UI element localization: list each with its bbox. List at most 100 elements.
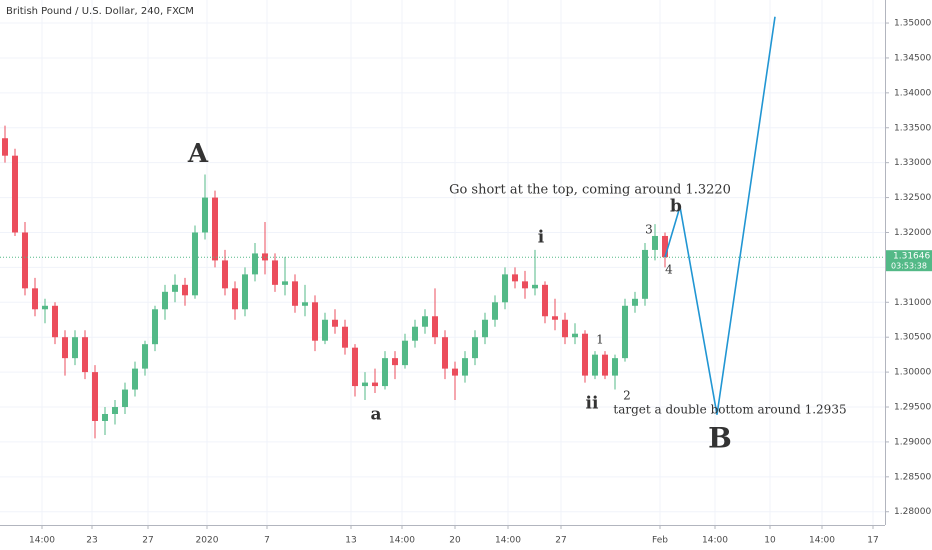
grid <box>0 0 885 525</box>
candle-body <box>92 372 98 421</box>
candle-body <box>332 319 338 327</box>
candle-body <box>102 413 108 421</box>
annotation: 4 <box>665 263 673 277</box>
candle-body <box>32 288 38 310</box>
y-tick-label: 1.28500 <box>894 472 931 482</box>
candle-body <box>272 260 278 285</box>
annotation: 1 <box>596 333 604 347</box>
candle-body <box>312 302 318 341</box>
x-tick-label: 14:00 <box>702 536 728 546</box>
candle-body <box>542 284 548 317</box>
countdown-label: 03:53:38 <box>891 262 927 271</box>
candle-body <box>532 284 538 289</box>
y-tick-label: 1.35000 <box>894 19 931 29</box>
candle-body <box>342 326 348 348</box>
candle-body <box>292 281 298 306</box>
candle-body <box>82 337 88 373</box>
x-tick-label: 2020 <box>196 536 219 546</box>
candle-body <box>2 138 8 156</box>
candle-body <box>382 358 388 387</box>
x-tick-label: 13 <box>345 536 356 546</box>
candle-body <box>62 337 68 359</box>
candle-body <box>562 319 568 338</box>
annotation: 3 <box>645 223 653 237</box>
candle-body <box>232 288 238 310</box>
candle-body <box>402 340 408 366</box>
candle-body <box>122 389 128 408</box>
candle-body <box>242 274 248 310</box>
candle-body <box>522 281 528 289</box>
candle-body <box>42 305 48 310</box>
annotation: Go short at the top, coming around 1.322… <box>449 183 731 198</box>
candle-body <box>182 284 188 296</box>
candle-body <box>72 337 78 359</box>
y-tick-label: 1.33500 <box>894 123 931 133</box>
candle-body <box>622 305 628 359</box>
candle-body <box>152 309 158 345</box>
candle-body <box>482 319 488 338</box>
x-tick-label: 14:00 <box>495 536 521 546</box>
annotation: target a double bottom around 1.2935 <box>613 403 846 417</box>
candle-body <box>432 316 438 338</box>
candle-body <box>112 407 118 414</box>
last-price-label: 1.31646 <box>893 252 930 262</box>
chart-title: British Pound / U.S. Dollar, 240, FXCM <box>6 6 194 17</box>
candle-body <box>282 281 288 285</box>
candle-body <box>372 382 378 387</box>
annotation: ii <box>586 394 599 414</box>
last-price-box <box>886 250 932 272</box>
candle-body <box>512 274 518 282</box>
x-tick-label: 14:00 <box>809 536 835 546</box>
x-tick-label: 27 <box>142 536 153 546</box>
candle-body <box>352 347 358 387</box>
candle-body <box>392 358 398 366</box>
x-tick-label: 17 <box>867 536 878 546</box>
y-tick-label: 1.34000 <box>894 88 931 98</box>
candle-body <box>642 249 648 299</box>
candle-body <box>632 298 638 306</box>
x-tick-label: 23 <box>86 536 97 546</box>
y-tick-label: 1.30500 <box>894 333 931 343</box>
candle-body <box>302 302 308 306</box>
candle-body <box>22 232 28 289</box>
x-tick-label: 10 <box>764 536 776 546</box>
y-tick-label: 1.32500 <box>894 193 931 203</box>
candle-body <box>192 232 198 296</box>
y-tick-label: 1.29000 <box>894 437 931 447</box>
y-tick-label: 1.31000 <box>894 298 931 308</box>
candle-body <box>472 337 478 359</box>
annotation: 2 <box>623 389 631 403</box>
candle-body <box>142 344 148 369</box>
x-tick-label: 27 <box>555 536 566 546</box>
candle-body <box>212 197 218 261</box>
candle-body <box>502 274 508 303</box>
candle-body <box>222 260 228 289</box>
x-tick-label: 14:00 <box>29 536 55 546</box>
candle-body <box>442 337 448 369</box>
candle-body <box>452 368 458 376</box>
y-tick-label: 1.33000 <box>894 158 931 168</box>
candle-body <box>572 333 578 338</box>
annotation: B <box>708 422 732 455</box>
candle-body <box>592 354 598 376</box>
candle-body <box>492 302 498 320</box>
candle-body <box>462 358 468 376</box>
candle-body <box>662 235 668 258</box>
candle-body <box>322 319 328 341</box>
y-tick-label: 1.34500 <box>894 53 931 63</box>
candle-body <box>612 358 618 376</box>
y-tick-label: 1.30000 <box>894 368 931 378</box>
candle-body <box>202 197 208 233</box>
candle-body <box>652 235 658 250</box>
candle-body <box>422 316 428 327</box>
candles <box>2 125 668 439</box>
candle-body <box>602 354 608 376</box>
annotation: A <box>187 139 209 169</box>
candle-body <box>412 326 418 341</box>
annotation: a <box>370 405 381 425</box>
y-tick-label: 1.32000 <box>894 228 931 238</box>
x-tick-label: Feb <box>652 536 668 546</box>
candle-body <box>162 291 168 310</box>
